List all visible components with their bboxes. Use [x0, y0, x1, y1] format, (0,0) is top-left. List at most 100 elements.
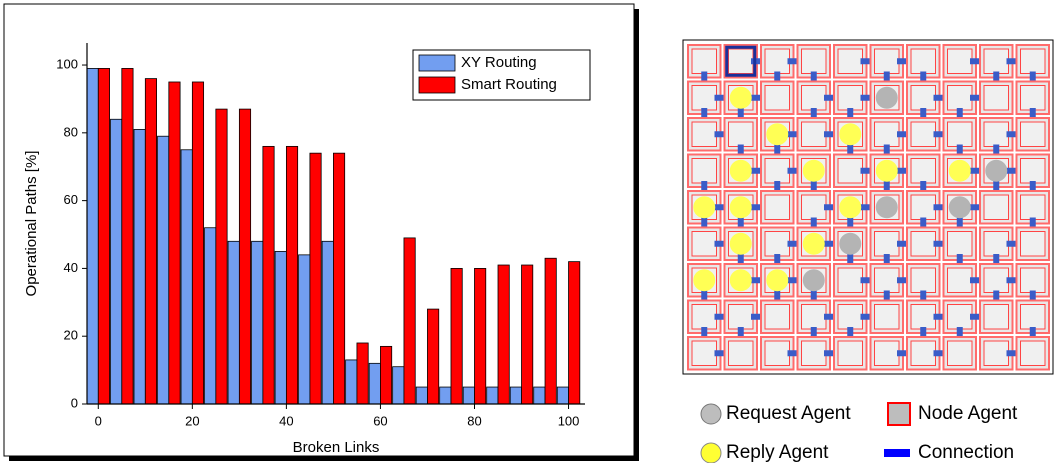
bar: [111, 119, 122, 404]
x-tick-label: 100: [558, 413, 580, 428]
node-inner: [875, 305, 900, 330]
y-tick-label: 100: [56, 56, 78, 71]
reply-agent: [693, 196, 715, 218]
request-agent: [985, 160, 1007, 182]
bar: [98, 68, 109, 404]
legend-label: Request Agent: [726, 403, 851, 424]
bar: [228, 241, 239, 404]
node-inner: [692, 86, 717, 111]
node-inner: [948, 305, 973, 330]
bar: [87, 68, 98, 404]
y-tick-label: 20: [64, 328, 78, 343]
reply-agent: [730, 233, 752, 255]
network-diagram: [683, 40, 1053, 374]
node-inner: [875, 49, 900, 74]
bar: [463, 387, 474, 404]
node-inner: [692, 341, 717, 366]
node-inner: [1021, 305, 1046, 330]
node-inner: [911, 232, 936, 257]
bar: [404, 238, 415, 404]
bar: [145, 79, 156, 404]
node-inner: [802, 122, 827, 147]
bar: [545, 258, 556, 404]
node-inner: [875, 232, 900, 257]
x-tick-label: 80: [467, 413, 481, 428]
reply-agent: [839, 123, 861, 145]
reply-agent: [693, 269, 715, 291]
node-inner: [838, 268, 863, 293]
bar: [357, 343, 368, 404]
y-tick-label: 40: [64, 260, 78, 275]
node-inner: [729, 122, 754, 147]
node-inner: [948, 232, 973, 257]
node-inner: [802, 86, 827, 111]
bar: [310, 153, 321, 404]
y-axis-title: Operational Paths [%]: [23, 151, 40, 297]
node-inner: [911, 122, 936, 147]
node-inner: [838, 305, 863, 330]
node-inner: [692, 159, 717, 184]
reply-agent: [766, 123, 788, 145]
node-inner: [765, 49, 790, 74]
y-tick-label: 60: [64, 192, 78, 207]
node-inner: [729, 49, 754, 74]
node-inner: [911, 49, 936, 74]
node-inner: [1021, 49, 1046, 74]
node-inner: [984, 49, 1009, 74]
reply-agent: [730, 196, 752, 218]
reply-agent: [730, 87, 752, 109]
node-inner: [692, 122, 717, 147]
y-tick-label: 0: [71, 395, 78, 410]
bar: [393, 367, 404, 404]
reply-agent: [766, 269, 788, 291]
x-tick-label: 0: [95, 413, 102, 428]
node-inner: [838, 341, 863, 366]
reply-agent: [730, 160, 752, 182]
request-agent: [803, 269, 825, 291]
legend-label: Node Agent: [918, 403, 1018, 424]
node-inner: [1021, 268, 1046, 293]
request-agent-icon: [701, 404, 721, 424]
bar: [134, 129, 145, 404]
node-inner: [948, 86, 973, 111]
node-inner: [802, 49, 827, 74]
y-tick-label: 80: [64, 124, 78, 139]
node-inner: [802, 305, 827, 330]
node-inner: [802, 341, 827, 366]
bar: [322, 241, 333, 404]
bar: [333, 153, 344, 404]
node-inner: [984, 268, 1009, 293]
request-agent: [949, 196, 971, 218]
node-inner: [729, 341, 754, 366]
bar: [522, 265, 533, 404]
bar: [369, 363, 380, 404]
node-inner: [911, 159, 936, 184]
node-inner: [911, 305, 936, 330]
node-inner: [1021, 341, 1046, 366]
legend-label: Reply Agent: [726, 442, 829, 463]
bar: [440, 387, 451, 404]
bar: [299, 255, 310, 404]
node-agent-icon: [888, 403, 910, 425]
bar: [534, 387, 545, 404]
node-inner: [875, 268, 900, 293]
reply-agent: [876, 160, 898, 182]
reply-agent: [839, 196, 861, 218]
x-axis-title: Broken Links: [293, 439, 380, 456]
legend-label: Smart Routing: [461, 76, 557, 93]
node-inner: [1021, 159, 1046, 184]
bar: [451, 268, 462, 404]
figure: 020406080100020406080100Broken LinksOper…: [0, 0, 1060, 463]
node-inner: [729, 305, 754, 330]
bar: [275, 251, 286, 404]
node-inner: [1021, 232, 1046, 257]
bar: [263, 146, 274, 404]
reply-agent: [730, 269, 752, 291]
bar: [487, 387, 498, 404]
node-inner: [911, 341, 936, 366]
legend-label: Connection: [918, 442, 1014, 463]
node-inner: [692, 232, 717, 257]
node-inner: [911, 86, 936, 111]
node-inner: [984, 195, 1009, 220]
node-inner: [1021, 195, 1046, 220]
